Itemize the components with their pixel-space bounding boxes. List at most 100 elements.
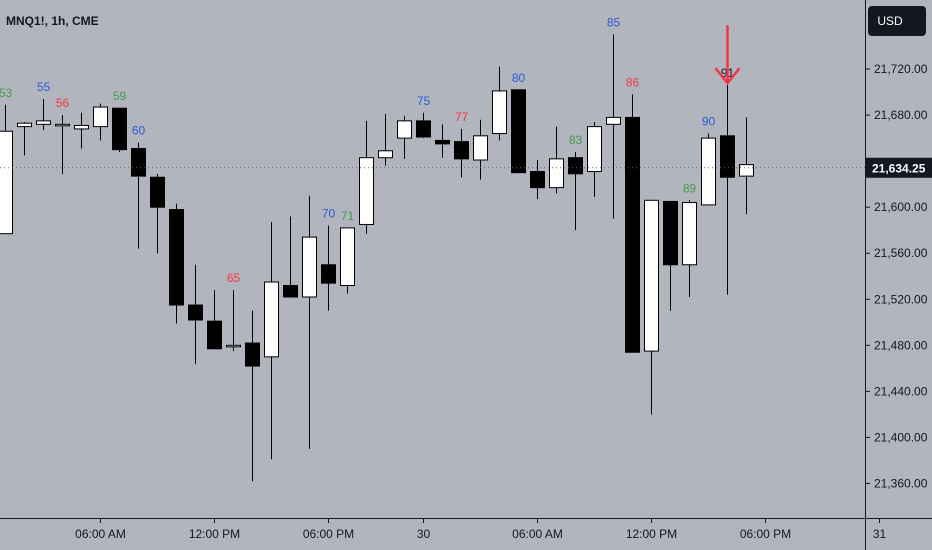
- candle: [36, 98, 51, 131]
- y-tick-label: 21,680.00: [874, 108, 928, 122]
- time-axis[interactable]: 06:00 AM 12:00 PM 06:00 PM 30 06:00 AM 12:00 …: [75, 518, 886, 541]
- candle-body-up: [55, 123, 70, 127]
- count-label: 86: [626, 75, 640, 89]
- candle-body-up: [359, 157, 374, 225]
- candle: [340, 227, 355, 294]
- candle-body-up: [0, 130, 13, 235]
- candle: [93, 103, 108, 141]
- candle-body-up: [264, 281, 279, 358]
- candle-body-down: [150, 176, 165, 208]
- candle: [283, 216, 298, 298]
- candle-body-up: [492, 90, 507, 135]
- candle-body-up: [378, 150, 393, 159]
- candle-body-down: [435, 139, 450, 145]
- count-label: 65: [227, 271, 241, 285]
- candle: [264, 222, 279, 460]
- candle: [378, 113, 393, 166]
- candle: [435, 124, 450, 158]
- candle-body-up: [739, 164, 754, 177]
- candle-body-up: [302, 236, 317, 298]
- candle: [131, 142, 146, 249]
- count-label: 90: [702, 115, 716, 129]
- candle-body-down: [568, 157, 583, 175]
- count-label: 85: [607, 16, 621, 30]
- candle-body-up: [36, 120, 51, 125]
- down-arrow-annotation: [714, 25, 741, 86]
- candle: [321, 225, 336, 311]
- count-label: 70: [322, 207, 336, 221]
- count-label: 71: [341, 209, 355, 223]
- candle: [150, 173, 165, 254]
- candle-body-down: [245, 342, 260, 367]
- last-price-tag-background: [866, 157, 932, 178]
- candle-body-down: [663, 200, 678, 266]
- candle: [720, 85, 735, 295]
- candle: [397, 116, 412, 159]
- x-tick-label: 06:00 PM: [303, 527, 354, 541]
- candle: [682, 200, 697, 297]
- candle: [492, 66, 507, 141]
- count-label: 83: [569, 133, 583, 147]
- x-tick-label: 06:00 AM: [75, 527, 126, 541]
- candle-body-down: [188, 304, 203, 321]
- candle: [454, 128, 469, 178]
- candle-body-down: [131, 147, 146, 177]
- candle-body-up: [397, 120, 412, 139]
- candle: [359, 120, 374, 234]
- candle: [226, 290, 241, 352]
- candles-layer: [0, 34, 754, 482]
- candle: [511, 89, 526, 174]
- count-label: 56: [56, 96, 70, 110]
- x-tick-label: 06:00 PM: [740, 527, 791, 541]
- candle: [188, 264, 203, 364]
- last-price-tag-label: 21,634.25: [872, 161, 926, 175]
- x-tick-label: 31: [873, 527, 887, 541]
- candle-body-down: [321, 264, 336, 284]
- candle: [663, 200, 678, 311]
- candle-body-up: [340, 227, 355, 286]
- candle: [606, 34, 621, 219]
- arrow-head: [714, 67, 741, 86]
- candle-body-down: [454, 141, 469, 160]
- candle: [644, 199, 659, 415]
- candle: [416, 112, 431, 139]
- y-tick-label: 21,440.00: [874, 384, 928, 398]
- x-tick-label: 12:00 PM: [189, 527, 240, 541]
- candle: [112, 107, 127, 152]
- candle-body-up: [17, 122, 32, 128]
- candle: [549, 126, 564, 194]
- candle-body-up: [682, 202, 697, 266]
- count-label: 53: [0, 86, 12, 100]
- candle: [55, 115, 70, 174]
- y-tick-label: 21,600.00: [874, 200, 928, 214]
- candle-body-up: [606, 116, 621, 125]
- y-tick-label: 21,360.00: [874, 476, 928, 490]
- candle-body-down: [720, 135, 735, 178]
- candle: [17, 122, 32, 156]
- candle: [739, 117, 754, 215]
- candle: [302, 195, 317, 449]
- count-label: 60: [132, 124, 146, 138]
- price-axis[interactable]: 21,360.00 21,400.00 21,440.00 21,480.00 21,5…: [865, 62, 928, 490]
- candle: [587, 122, 602, 197]
- count-label: 80: [512, 71, 526, 85]
- candle-body-up: [701, 137, 716, 206]
- currency-button[interactable]: USD: [868, 6, 926, 36]
- count-label: 75: [417, 94, 431, 108]
- symbol-title: MNQ1!, 1h, CME: [6, 14, 99, 28]
- candle-body-down: [625, 116, 640, 353]
- candle-body-down: [416, 120, 431, 138]
- candle: [530, 160, 545, 200]
- candle-body-up: [644, 199, 659, 352]
- y-tick-label: 21,720.00: [874, 62, 928, 76]
- y-tick-label: 21,560.00: [874, 246, 928, 260]
- last-price-tag: 21,634.25: [866, 157, 932, 178]
- candle: [0, 104, 13, 235]
- candle-body-down: [169, 209, 184, 306]
- candle-body-down: [511, 89, 526, 174]
- candle-body-up: [587, 126, 602, 173]
- x-tick-label: 12:00 PM: [626, 527, 677, 541]
- candle-body-down: [283, 284, 298, 298]
